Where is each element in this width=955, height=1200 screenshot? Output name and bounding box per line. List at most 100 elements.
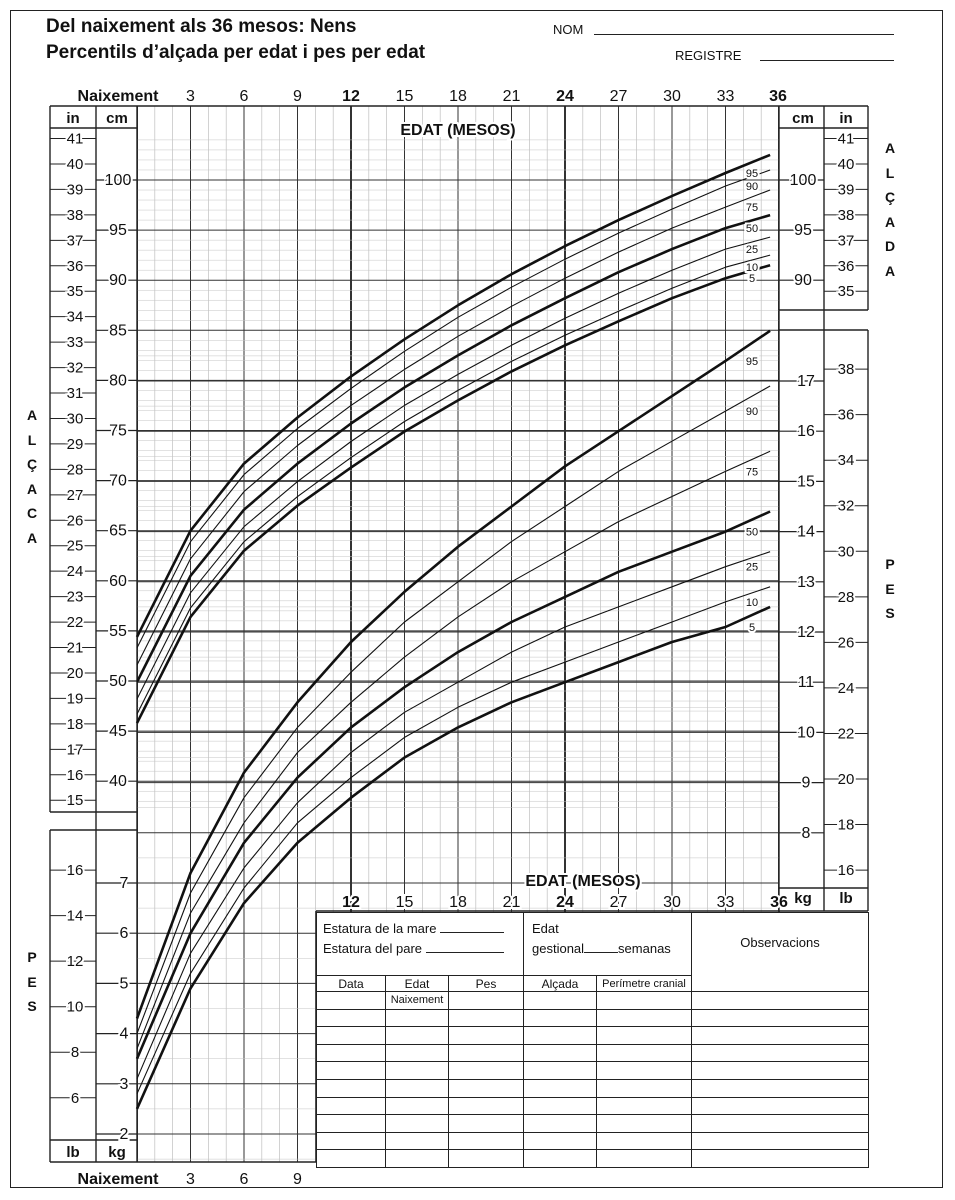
table-row[interactable]: Naixement (316, 991, 869, 1010)
table-cell[interactable] (596, 1114, 692, 1133)
table-cell[interactable] (596, 1078, 692, 1098)
table-cell[interactable] (596, 991, 692, 1010)
table-cell[interactable] (691, 991, 869, 1010)
bottom-age-start-label: Naixement (78, 1171, 160, 1188)
table-cell[interactable] (448, 991, 524, 1010)
table-cell[interactable] (385, 1043, 449, 1063)
table-cell[interactable] (316, 1149, 386, 1168)
table-row[interactable] (316, 1043, 869, 1063)
table-cell[interactable] (691, 1096, 869, 1116)
lb-tick-label-right: 16 (838, 862, 855, 879)
table-cell[interactable] (691, 1114, 869, 1133)
table-cell[interactable] (596, 1008, 692, 1028)
table-cell[interactable] (691, 1078, 869, 1098)
table-row[interactable] (316, 1096, 869, 1116)
gestational-weeks-field[interactable] (584, 952, 619, 953)
table-cell[interactable] (523, 1026, 597, 1045)
table-cell[interactable] (523, 1096, 597, 1116)
table-cell[interactable] (691, 1131, 869, 1151)
top-age-tick: 21 (503, 88, 521, 105)
side-letter: A (884, 213, 896, 230)
record-field-line[interactable] (760, 60, 894, 61)
left-scale-panel (50, 106, 137, 1162)
lb-tick-label-right: 26 (838, 634, 855, 651)
table-cell[interactable] (448, 1114, 524, 1133)
length-percentile-label-25: 25 (746, 244, 758, 256)
table-cell[interactable] (523, 1043, 597, 1063)
in-tick-label-left: 24 (67, 563, 84, 580)
table-cell[interactable] (523, 1131, 597, 1151)
table-cell[interactable] (596, 1096, 692, 1116)
name-label: NOM (553, 22, 584, 37)
table-row[interactable] (316, 1078, 869, 1098)
table-cell[interactable] (316, 1043, 386, 1063)
table-cell[interactable] (385, 1131, 449, 1151)
table-cell[interactable] (316, 1131, 386, 1151)
kg-tick-label-left: 4 (120, 1026, 129, 1043)
table-cell[interactable] (596, 1026, 692, 1045)
table-cell[interactable] (596, 1061, 692, 1080)
table-cell[interactable] (448, 1061, 524, 1080)
table-cell[interactable] (385, 1026, 449, 1045)
table-cell[interactable] (523, 991, 597, 1010)
table-row[interactable] (316, 1114, 869, 1133)
table-cell[interactable] (448, 1096, 524, 1116)
length-percentile-label-10: 10 (746, 262, 758, 274)
table-cell[interactable] (448, 1008, 524, 1028)
mother-height-field[interactable] (440, 932, 505, 933)
table-cell[interactable]: Naixement (385, 991, 449, 1010)
table-cell[interactable] (691, 1043, 869, 1063)
table-cell[interactable] (691, 1061, 869, 1080)
table-cell[interactable] (523, 1008, 597, 1028)
cm-tick-label-right: 95 (794, 222, 812, 239)
table-cell[interactable] (316, 1096, 386, 1116)
kg-tick-label-right: 16 (797, 423, 815, 440)
table-cell[interactable] (316, 1078, 386, 1098)
table-row[interactable] (316, 1061, 869, 1080)
side-letter: A (884, 140, 896, 156)
table-cell[interactable] (385, 1096, 449, 1116)
table-row[interactable] (316, 1008, 869, 1028)
table-cell[interactable] (448, 1131, 524, 1151)
table-cell[interactable] (448, 1043, 524, 1063)
table-row[interactable] (316, 1149, 869, 1168)
side-letter: A (26, 480, 38, 497)
table-cell[interactable] (316, 1114, 386, 1133)
table-cell[interactable] (448, 1149, 524, 1168)
table-cell[interactable] (523, 1078, 597, 1098)
cm-tick-label-left: 95 (109, 222, 127, 239)
cm-tick-label-left: 80 (109, 372, 127, 389)
in-tick-label-right: 36 (838, 258, 855, 275)
table-cell[interactable] (596, 1043, 692, 1063)
table-cell[interactable] (385, 1008, 449, 1028)
table-cell[interactable] (596, 1149, 692, 1168)
table-cell[interactable] (596, 1131, 692, 1151)
table-cell[interactable] (385, 1078, 449, 1098)
cm-tick-label-left: 55 (109, 623, 127, 640)
father-height-field[interactable] (425, 952, 504, 953)
table-cell[interactable] (448, 1078, 524, 1098)
side-letter: A (26, 407, 38, 423)
table-cell[interactable] (523, 1114, 597, 1133)
length-percentile-label-75: 75 (746, 202, 758, 214)
table-cell[interactable] (691, 1008, 869, 1028)
side-letter: A (884, 262, 896, 279)
table-cell[interactable] (448, 1026, 524, 1045)
name-field-line[interactable] (594, 34, 894, 35)
weight-percentile-label-50: 50 (746, 527, 758, 539)
in-tick-label-left: 33 (67, 334, 84, 351)
top-age-tick: 6 (240, 88, 249, 105)
table-cell[interactable] (316, 991, 386, 1010)
table-cell[interactable] (385, 1114, 449, 1133)
table-cell[interactable] (691, 1026, 869, 1045)
table-row[interactable] (316, 1026, 869, 1045)
table-row[interactable] (316, 1131, 869, 1151)
table-cell[interactable] (316, 1061, 386, 1080)
table-cell[interactable] (691, 1149, 869, 1168)
table-cell[interactable] (523, 1149, 597, 1168)
table-cell[interactable] (385, 1149, 449, 1168)
table-cell[interactable] (316, 1026, 386, 1045)
table-cell[interactable] (523, 1061, 597, 1080)
table-cell[interactable] (316, 1008, 386, 1028)
table-cell[interactable] (385, 1061, 449, 1080)
